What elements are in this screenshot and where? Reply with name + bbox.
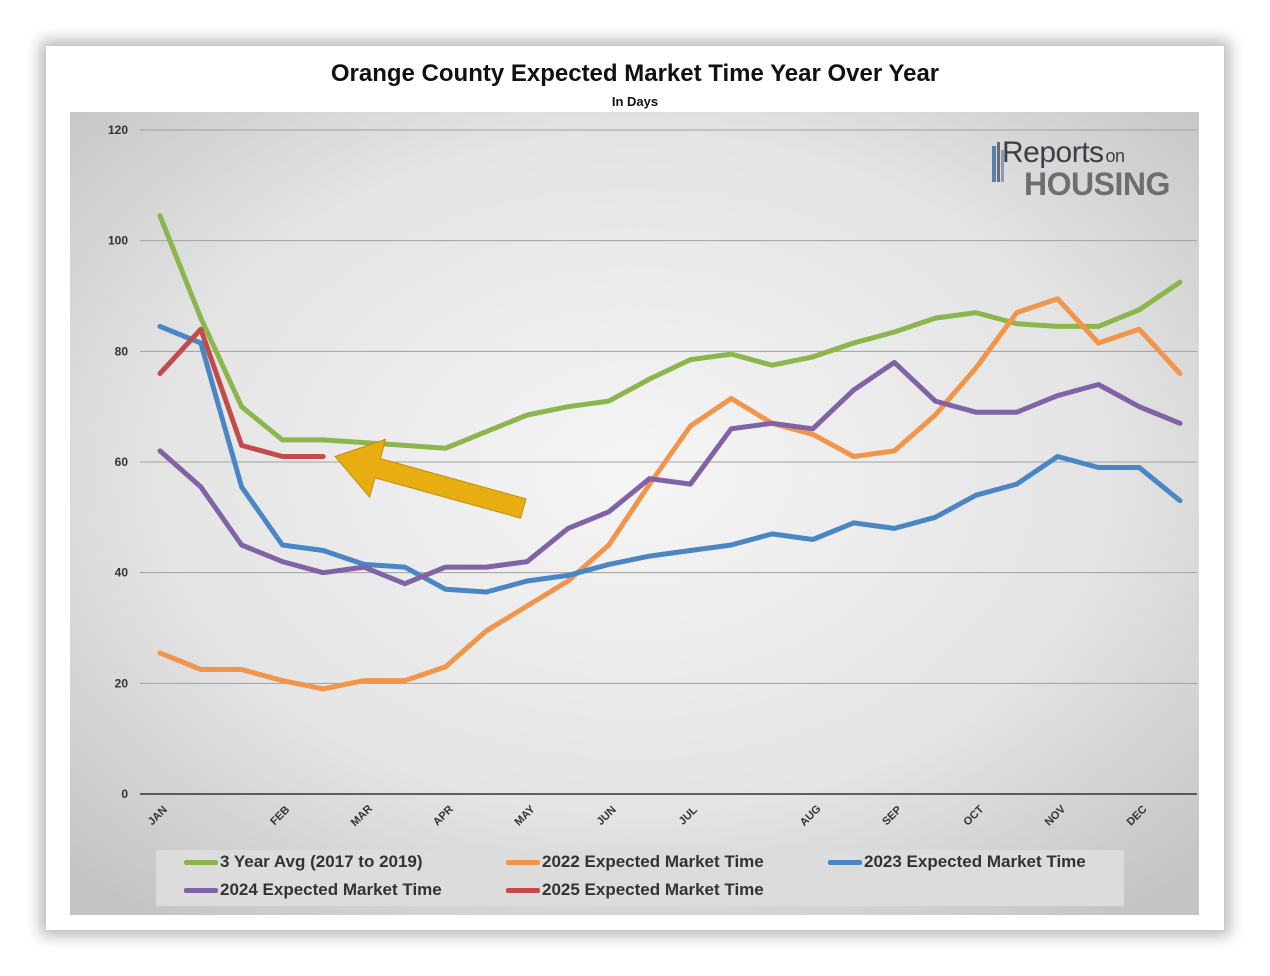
legend-label: 2024 Expected Market Time <box>220 880 442 899</box>
reports-on-housing-logo: Reports on HOUSING <box>986 132 1186 204</box>
logo-text-housing: HOUSING <box>1024 166 1170 202</box>
legend-item: 2024 Expected Market Time <box>184 880 442 900</box>
y-tick-label: 80 <box>115 344 129 358</box>
chart-subtitle: In Days <box>611 94 659 109</box>
legend-swatch <box>506 887 540 893</box>
y-tick-label: 60 <box>115 455 129 469</box>
chart-legend: 3 Year Avg (2017 to 2019) 2022 Expected … <box>156 850 1124 906</box>
legend-swatch <box>828 859 862 865</box>
legend-label: 3 Year Avg (2017 to 2019) <box>220 852 423 871</box>
legend-item: 3 Year Avg (2017 to 2019) <box>184 852 423 872</box>
house-icon <box>992 142 1004 182</box>
series-line-3 <box>157 359 1183 587</box>
y-tick-label: 20 <box>115 676 129 690</box>
annotation-arrow <box>334 438 527 519</box>
legend-label: 2022 Expected Market Time <box>542 852 764 871</box>
y-tick-label: 40 <box>115 566 129 580</box>
legend-item: 2023 Expected Market Time <box>828 852 1086 872</box>
y-tick-label: 0 <box>121 787 128 801</box>
legend-label: 2023 Expected Market Time <box>864 852 1086 871</box>
chart-title: Orange County Expected Market Time Year … <box>330 60 940 87</box>
series-line-1 <box>157 296 1183 692</box>
logo-text-reports: Reports on <box>1002 136 1125 169</box>
legend-item: 2022 Expected Market Time <box>506 852 764 872</box>
y-tick-label: 120 <box>108 123 128 137</box>
series-line-2 <box>157 323 1183 595</box>
y-tick-label: 100 <box>108 234 128 248</box>
legend-swatch <box>184 887 218 893</box>
legend-swatch <box>184 859 218 865</box>
legend-label: 2025 Expected Market Time <box>542 880 764 899</box>
legend-item: 2025 Expected Market Time <box>506 880 764 900</box>
legend-swatch <box>506 859 540 865</box>
series-line-4 <box>157 326 326 459</box>
